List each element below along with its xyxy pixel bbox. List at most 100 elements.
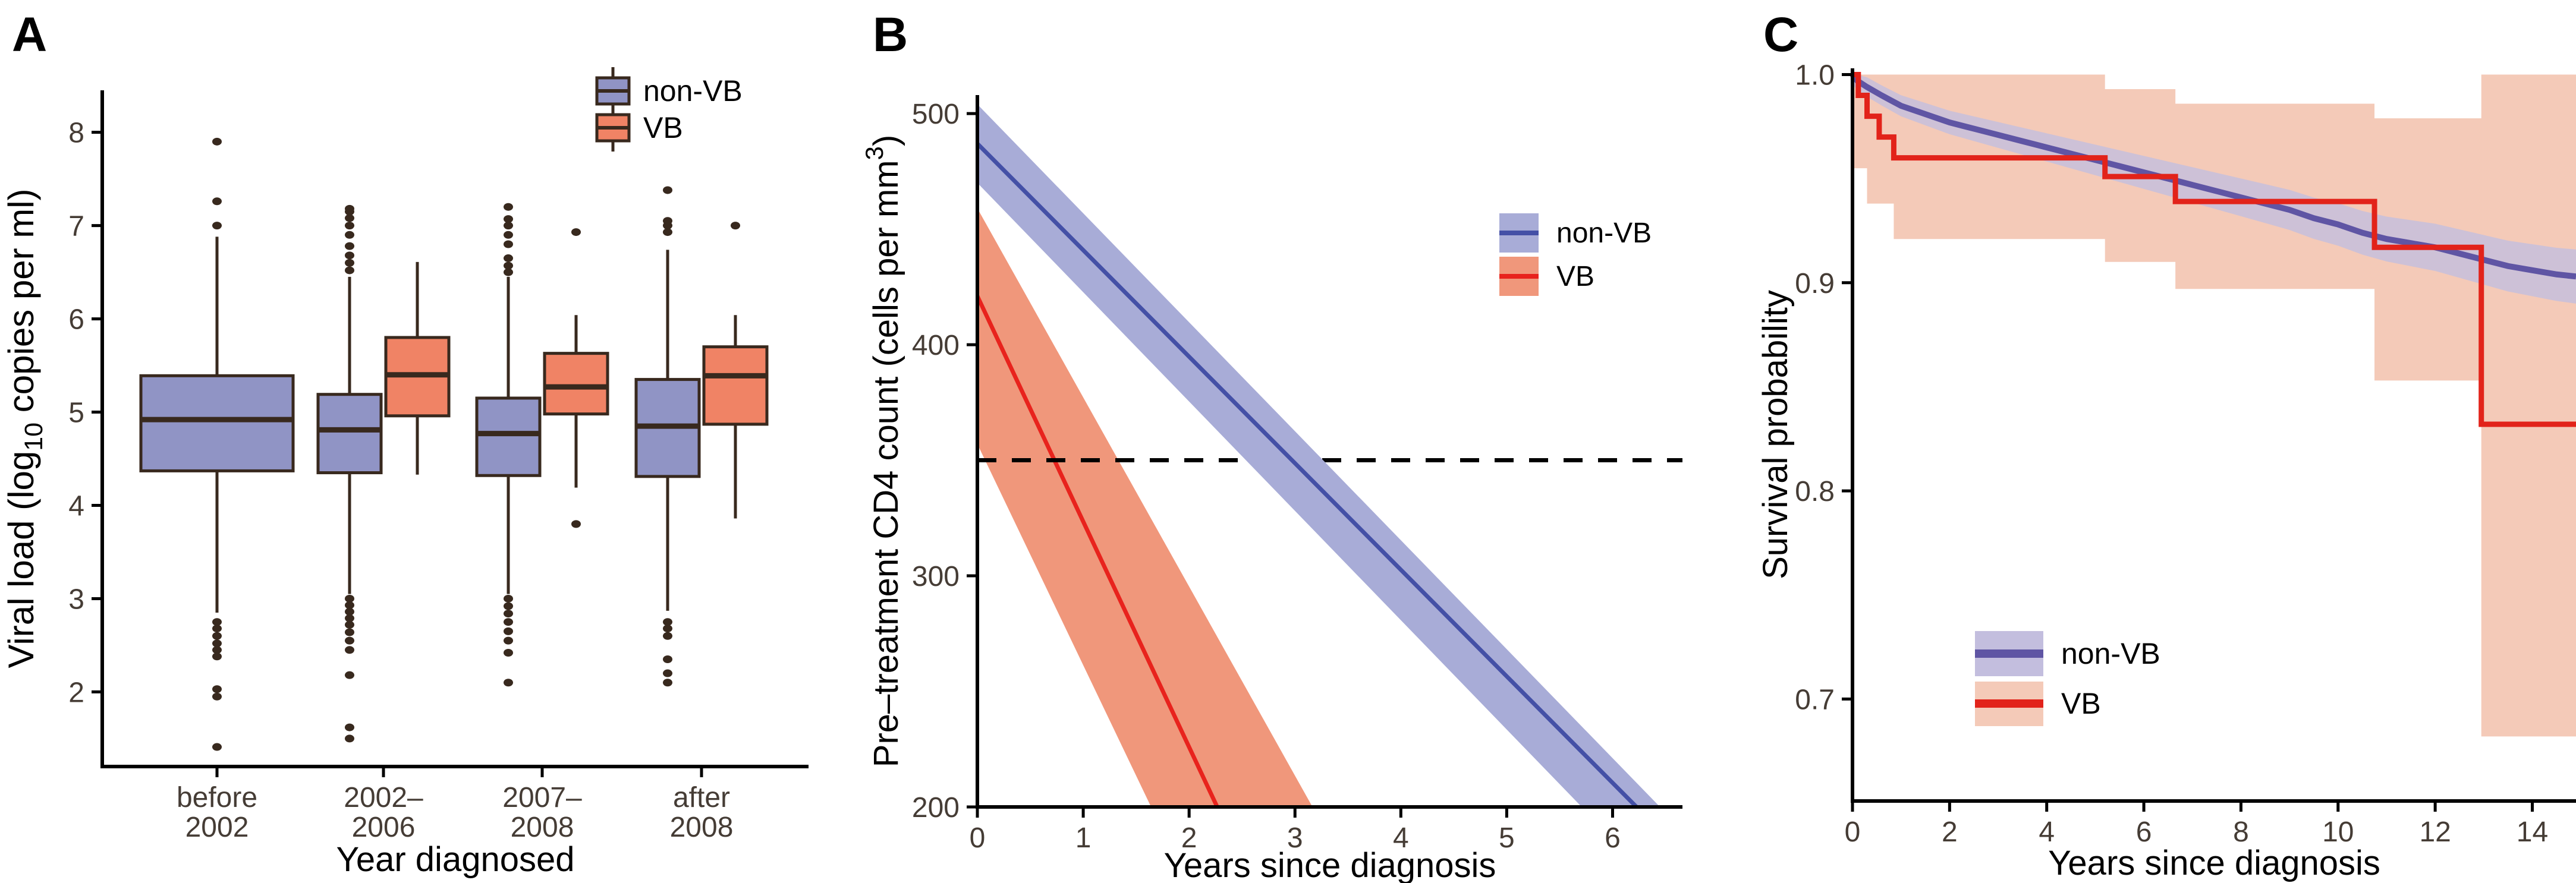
x-axis-title: Years since diagnosis (2048, 844, 2380, 882)
legend-item-non-vb: non-VB (1499, 213, 1652, 253)
legend-b: non-VB VB (1499, 213, 1652, 296)
outlier-point (663, 625, 672, 633)
outlier-point (663, 632, 672, 640)
outlier-point (571, 228, 581, 236)
panel-label-c: C (1763, 8, 1799, 62)
x-tick-label: 2 (1181, 822, 1197, 854)
outlier-point (504, 261, 513, 270)
x-tick-label: 2002 (185, 812, 249, 843)
x-tick-label: 0 (1845, 816, 1861, 848)
outlier-point (504, 240, 513, 248)
x-tick-label: 0 (970, 822, 986, 854)
outlier-point (212, 197, 222, 206)
panel-c-survival: 0.7 0.8 0.9 1.0 0 2 4 6 8 10 12 14 Years since diagn… (1754, 0, 2576, 883)
panel-b-cd4-regression: 200 300 400 500 0 1 2 3 4 5 6 Years since diagnosis… (862, 0, 1754, 883)
outlier-point (212, 639, 222, 648)
outlier-point (504, 215, 513, 223)
x-tick-label: 6 (2136, 816, 2152, 848)
outlier-point (345, 636, 354, 645)
outlier-point (345, 204, 354, 213)
outlier-point (504, 679, 513, 687)
x-tick-label: 1 (1075, 822, 1092, 854)
y-tick-label: 500 (912, 99, 960, 130)
y-tick-label: 0.8 (1795, 476, 1835, 507)
outlier-point (212, 222, 222, 230)
outlier-point (504, 618, 513, 626)
x-tick-label: 4 (1393, 822, 1409, 854)
iqr-box (139, 374, 295, 472)
legend-c: non-VB VB (1975, 631, 2160, 726)
outlier-point (212, 743, 222, 751)
legend-item-vb: VB (1975, 682, 2101, 726)
x-tick-label: 5 (1499, 822, 1515, 854)
outlier-point (663, 217, 672, 225)
outlier-point (345, 723, 354, 731)
y-tick-label: 4 (68, 490, 84, 522)
y-tick-label: 8 (68, 118, 84, 149)
y-tick-label: 1.0 (1795, 60, 1835, 92)
legend-label: non-VB (643, 74, 743, 108)
outlier-point (504, 203, 513, 211)
x-tick-label: 2008 (670, 812, 734, 843)
y-tick-label: 2 (68, 677, 84, 708)
box-vb-cat2 (543, 228, 609, 528)
outlier-point (345, 214, 354, 222)
outlier-point (504, 602, 513, 610)
y-tick-label: 3 (68, 584, 84, 615)
survival-curve-chart: 0.7 0.8 0.9 1.0 0 2 4 6 8 10 12 14 Years since diagn… (1756, 60, 2576, 882)
panel-a-boxplot: 2 3 4 5 6 7 8 before 2002 2002– 2006 2007– 2008 after… (0, 0, 862, 883)
iqr-box (316, 393, 383, 475)
x-tick-label: 8 (2233, 816, 2249, 848)
fit-line-vb (977, 295, 1220, 807)
outlier-point (345, 601, 354, 609)
x-tick-label: 2008 (511, 812, 574, 843)
y-axis-title: Survival probability (1756, 290, 1795, 579)
outlier-point (663, 655, 672, 663)
outlier-point (212, 652, 222, 661)
panel-label-b: B (873, 8, 908, 62)
outlier-point (212, 685, 222, 693)
legend-label: non-VB (1556, 217, 1652, 249)
x-tick-label: 3 (1287, 822, 1303, 854)
x-tick-label: 2006 (352, 812, 416, 843)
outlier-point (663, 618, 672, 626)
y-tick-label: 0.7 (1795, 684, 1835, 715)
outlier-point (345, 607, 354, 616)
y-tick-label: 6 (68, 304, 84, 336)
outlier-point (504, 231, 513, 239)
outlier-point (345, 266, 354, 275)
outlier-point (663, 679, 672, 687)
iqr-box (475, 396, 542, 477)
y-axis-title: Pre–treatment CD4 count (cells per mm3) (862, 135, 905, 767)
iqr-box (543, 352, 609, 416)
box-nonvb-cat1 (316, 204, 383, 743)
viral-load-boxplot-chart: 2345678before20022002–20062007–2008after… (1, 67, 809, 879)
outlier-point (212, 625, 222, 633)
plot-area-c (1850, 72, 2576, 737)
outlier-point (731, 222, 740, 230)
box-vb-cat3 (702, 222, 769, 519)
y-tick-label: 7 (68, 211, 84, 242)
legend-label: VB (2061, 687, 2101, 720)
outlier-point (345, 646, 354, 654)
outlier-point (212, 692, 222, 701)
outlier-point (345, 594, 354, 603)
outlier-point (345, 222, 354, 230)
y-axis-title: Viral load (log10 copies per ml) (1, 188, 48, 668)
outlier-point (345, 734, 354, 743)
outlier-point (663, 186, 672, 194)
box-nonvb-cat2 (475, 203, 542, 687)
outlier-point (663, 669, 672, 677)
outlier-point (212, 632, 222, 640)
box-vb-cat1 (384, 261, 451, 475)
legend-label: VB (643, 111, 683, 144)
x-tick-label: 6 (1605, 822, 1621, 854)
x-tick-label: 2 (1942, 816, 1958, 848)
y-tick-label: 5 (68, 398, 84, 429)
outlier-point (504, 594, 513, 603)
y-tick-label: 200 (912, 792, 960, 824)
x-tick-label: 14 (2517, 816, 2548, 848)
outlier-point (504, 222, 513, 230)
outlier-point (345, 242, 354, 250)
